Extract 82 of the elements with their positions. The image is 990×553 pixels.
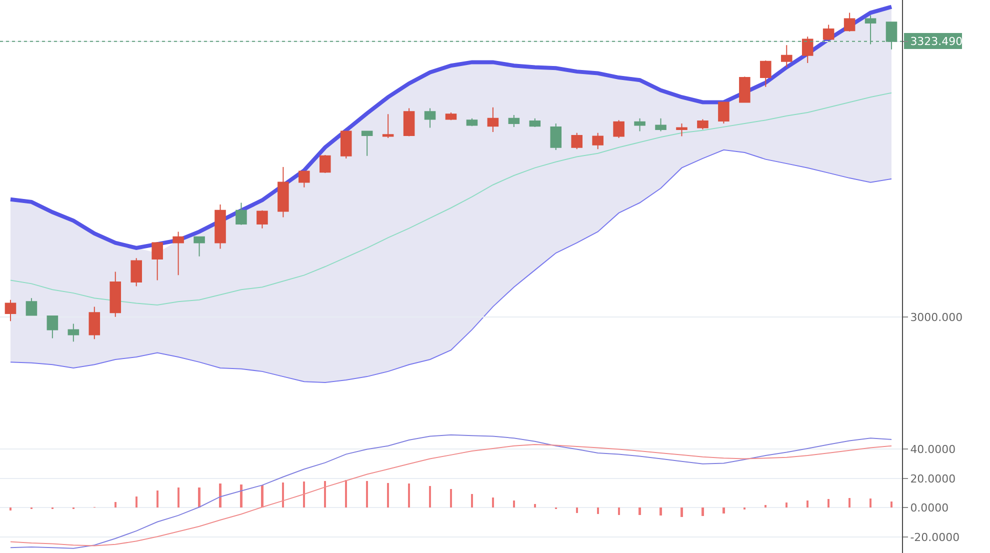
candlestick — [697, 118, 708, 130]
bar — [660, 508, 662, 516]
bar — [366, 481, 368, 508]
candlestick — [655, 118, 666, 132]
bar — [786, 502, 788, 508]
candlestick — [487, 106, 499, 133]
bar — [156, 490, 158, 508]
bar — [869, 498, 872, 508]
candlestick — [361, 130, 373, 156]
candlestick — [26, 298, 38, 316]
candlestick — [634, 118, 646, 132]
candlestick — [382, 114, 394, 139]
bar — [722, 508, 725, 514]
candlestick — [508, 114, 520, 128]
y-tick-label: 3000.000 — [910, 310, 963, 324]
bar — [114, 502, 116, 508]
bar — [512, 500, 515, 508]
bar — [219, 484, 222, 508]
candlestick — [256, 210, 268, 229]
bar — [638, 508, 641, 515]
bar — [387, 482, 390, 508]
candlestick — [613, 120, 624, 139]
bar — [492, 497, 494, 508]
candlestick — [802, 36, 814, 64]
bar — [345, 480, 348, 508]
candlestick — [529, 118, 541, 128]
bar — [177, 488, 180, 508]
candlestick — [822, 24, 834, 41]
bar — [282, 482, 284, 508]
bar — [135, 496, 138, 508]
bar — [408, 484, 410, 508]
candlestick — [424, 108, 436, 128]
bar — [680, 508, 683, 517]
y-tick-label: 20.0000 — [910, 472, 956, 486]
bar — [303, 482, 306, 508]
candlestick — [844, 12, 856, 32]
bar — [806, 500, 809, 508]
bar — [198, 488, 200, 508]
candlestick — [739, 76, 750, 103]
candlestick — [780, 44, 792, 68]
candlestick — [172, 231, 184, 276]
bar — [9, 508, 12, 511]
y-tick-label: -20.0000 — [910, 530, 960, 544]
candlestick — [110, 271, 122, 318]
candlestick — [466, 118, 478, 127]
candlestick — [4, 299, 16, 322]
bar — [240, 484, 242, 508]
bar — [450, 488, 452, 508]
bar — [470, 494, 474, 508]
candlestick — [676, 123, 688, 137]
candlestick — [130, 258, 142, 287]
candlestick — [718, 102, 730, 124]
bar — [261, 484, 264, 508]
y-tick-label: 40.0000 — [910, 443, 956, 456]
y-tick-label: 0.0000 — [910, 502, 949, 515]
candlestick — [152, 241, 163, 281]
bar — [618, 508, 620, 515]
candlestick — [550, 123, 562, 150]
bar — [848, 498, 851, 508]
bar — [428, 486, 432, 508]
candlestick — [298, 170, 310, 188]
candlestick — [46, 316, 58, 339]
candlestick — [403, 108, 415, 137]
bar — [596, 508, 599, 514]
candlestick — [571, 132, 582, 150]
bar — [702, 508, 704, 516]
bar — [576, 508, 578, 513]
candlestick — [214, 204, 226, 250]
candlestick — [592, 132, 604, 150]
candlestick — [278, 166, 289, 218]
candlestick — [88, 306, 100, 340]
candlestick — [194, 236, 205, 257]
candlestick — [445, 112, 457, 121]
bar — [324, 481, 326, 508]
y-tick-label: 3323.490 — [910, 35, 963, 48]
candlestick — [760, 60, 772, 88]
bar — [828, 499, 830, 508]
candlestick — [68, 323, 80, 342]
candlestick — [340, 130, 352, 159]
bar — [764, 505, 767, 508]
candlestick — [236, 202, 247, 226]
candlestick — [320, 154, 331, 174]
